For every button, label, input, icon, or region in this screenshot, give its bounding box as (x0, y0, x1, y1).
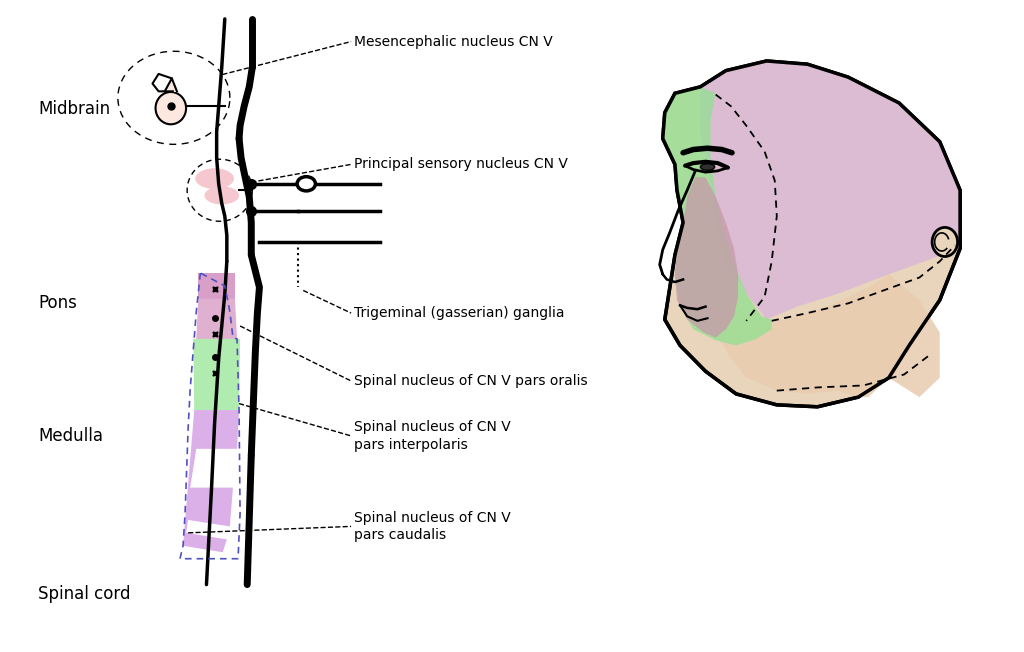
Polygon shape (196, 299, 238, 357)
Polygon shape (194, 339, 240, 357)
Ellipse shape (196, 168, 233, 189)
Text: Mesencephalic nucleus CN V: Mesencephalic nucleus CN V (354, 35, 553, 48)
Text: Pons: Pons (39, 294, 77, 312)
Ellipse shape (205, 186, 239, 205)
Text: Spinal nucleus of CN V
pars caudalis: Spinal nucleus of CN V pars caudalis (354, 511, 511, 542)
Polygon shape (165, 78, 177, 91)
Polygon shape (199, 273, 234, 299)
Ellipse shape (932, 228, 957, 256)
Ellipse shape (297, 177, 315, 191)
Polygon shape (663, 61, 961, 407)
Text: Trigeminal (gasserian) ganglia: Trigeminal (gasserian) ganglia (354, 306, 564, 320)
Polygon shape (194, 339, 240, 410)
Polygon shape (663, 87, 772, 346)
Ellipse shape (700, 164, 715, 170)
Text: Spinal nucleus of CN V
pars interpolaris: Spinal nucleus of CN V pars interpolaris (354, 421, 511, 452)
Text: Medulla: Medulla (39, 427, 103, 445)
Text: Spinal cord: Spinal cord (39, 585, 131, 603)
Polygon shape (711, 274, 940, 397)
Polygon shape (700, 61, 961, 319)
Polygon shape (183, 410, 239, 552)
Polygon shape (675, 177, 738, 338)
Text: Spinal nucleus of CN V pars oralis: Spinal nucleus of CN V pars oralis (354, 374, 588, 388)
Text: Principal sensory nucleus CN V: Principal sensory nucleus CN V (354, 157, 568, 171)
Text: Midbrain: Midbrain (39, 100, 111, 119)
Ellipse shape (156, 92, 186, 125)
